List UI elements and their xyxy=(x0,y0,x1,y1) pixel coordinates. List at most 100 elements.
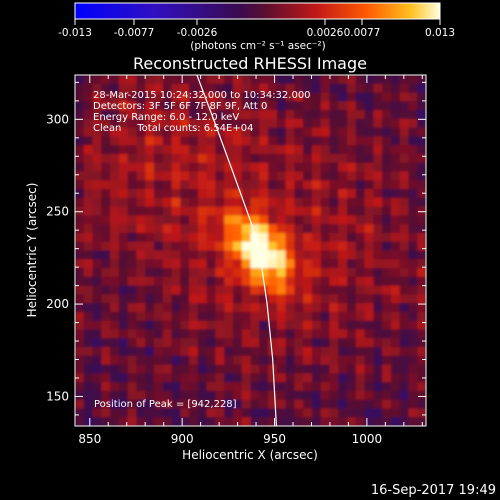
heatmap-cell xyxy=(241,145,252,155)
heatmap-cell xyxy=(408,171,418,181)
heatmap-cell xyxy=(136,153,146,164)
heatmap-cell xyxy=(241,390,252,401)
heatmap-cell xyxy=(408,145,418,155)
heatmap-cell xyxy=(399,180,410,190)
heatmap-cell xyxy=(75,118,85,129)
heatmap-cell xyxy=(197,118,208,129)
heatmap-cell xyxy=(127,241,138,252)
heatmap-cell xyxy=(162,347,173,357)
heatmap-cell xyxy=(338,417,348,426)
heatmap-cell xyxy=(145,118,155,129)
heatmap-cell xyxy=(101,162,111,173)
heatmap-cell xyxy=(101,224,111,234)
heatmap-cell xyxy=(171,259,181,269)
heatmap-cell xyxy=(162,276,173,287)
heatmap-cell xyxy=(75,153,85,164)
heatmap-cell xyxy=(382,153,392,164)
heatmap-cell xyxy=(311,241,322,252)
heatmap-cell xyxy=(303,180,313,190)
heatmap-cell xyxy=(329,320,339,331)
heatmap-cell xyxy=(338,162,348,173)
heatmap-cell xyxy=(329,118,339,129)
heatmap-cell xyxy=(417,153,426,164)
heatmap-cell xyxy=(171,364,181,374)
heatmap-cell xyxy=(232,215,243,225)
heatmap-cell xyxy=(320,215,331,225)
heatmap-cell xyxy=(355,171,366,181)
heatmap-cell xyxy=(206,382,217,392)
heatmap-cell xyxy=(417,294,426,304)
heatmap-cell xyxy=(320,329,331,339)
heatmap-cell xyxy=(250,180,260,190)
heatmap-cell xyxy=(145,75,155,85)
heatmap-cell xyxy=(153,92,164,102)
heatmap-cell xyxy=(83,338,94,348)
heatmap-cell xyxy=(75,373,85,383)
heatmap-cell xyxy=(206,92,217,102)
heatmap-cell xyxy=(364,232,374,243)
heatmap-cell xyxy=(355,162,366,173)
heatmap-cell xyxy=(162,399,173,410)
heatmap-cell xyxy=(180,153,190,164)
heatmap-cell xyxy=(285,75,295,85)
heatmap-cell xyxy=(153,189,164,199)
heatmap-cell xyxy=(311,224,322,234)
heatmap-cell xyxy=(224,232,234,243)
heatmap-cell xyxy=(145,355,155,366)
heatmap-cell xyxy=(145,382,155,392)
heatmap-cell xyxy=(347,373,357,383)
heatmap-cell xyxy=(224,180,234,190)
heatmap-cell xyxy=(347,382,357,392)
y-tick-label: 150 xyxy=(46,389,69,403)
heatmap-cell xyxy=(320,189,331,199)
heatmap-cell xyxy=(347,101,357,111)
heatmap-cell xyxy=(294,224,304,234)
heatmap-cell xyxy=(311,311,322,322)
heatmap-cell xyxy=(276,136,287,146)
heatmap-cell xyxy=(224,153,234,164)
heatmap-cell xyxy=(136,189,146,199)
heatmap-cell xyxy=(320,250,331,260)
heatmap-cell xyxy=(232,347,243,357)
heatmap-cell xyxy=(417,417,426,426)
heatmap-cell xyxy=(390,83,401,94)
heatmap-cell xyxy=(294,232,304,243)
heatmap-cell xyxy=(303,189,313,199)
heatmap-cell xyxy=(83,206,94,217)
heatmap-cell xyxy=(118,390,129,401)
heatmap-cell xyxy=(145,127,155,138)
heatmap-cell xyxy=(390,355,401,366)
heatmap-cell xyxy=(118,303,129,313)
heatmap-cell xyxy=(329,197,339,208)
heatmap-cell xyxy=(311,347,322,357)
heatmap-cell xyxy=(118,180,129,190)
heatmap-cell xyxy=(232,153,243,164)
heatmap-cell xyxy=(355,118,366,129)
heatmap-cell xyxy=(382,224,392,234)
heatmap-cell xyxy=(276,311,287,322)
heatmap-cell xyxy=(329,285,339,295)
heatmap-cell xyxy=(101,355,111,366)
heatmap-cell xyxy=(347,364,357,374)
heatmap-cell xyxy=(285,364,295,374)
heatmap-cell xyxy=(364,92,374,102)
heatmap-cell xyxy=(171,83,181,94)
heatmap-cell xyxy=(303,303,313,313)
heatmap-cell xyxy=(118,224,129,234)
heatmap-cell xyxy=(206,171,217,181)
heatmap-cell xyxy=(347,162,357,173)
heatmap-cell xyxy=(399,259,410,269)
heatmap-cell xyxy=(294,206,304,217)
heatmap-cell xyxy=(382,180,392,190)
heatmap-cell xyxy=(276,92,287,102)
heatmap-cell xyxy=(276,294,287,304)
heatmap-cell xyxy=(162,373,173,383)
heatmap-cell xyxy=(338,75,348,85)
heatmap-cell xyxy=(189,171,199,181)
heatmap-cell xyxy=(311,303,322,313)
heatmap-cell xyxy=(224,373,234,383)
heatmap-cell xyxy=(224,145,234,155)
heatmap-cell xyxy=(382,347,392,357)
heatmap-cell xyxy=(92,338,102,348)
colorbar-tick-label: -0.0077 xyxy=(114,27,155,39)
